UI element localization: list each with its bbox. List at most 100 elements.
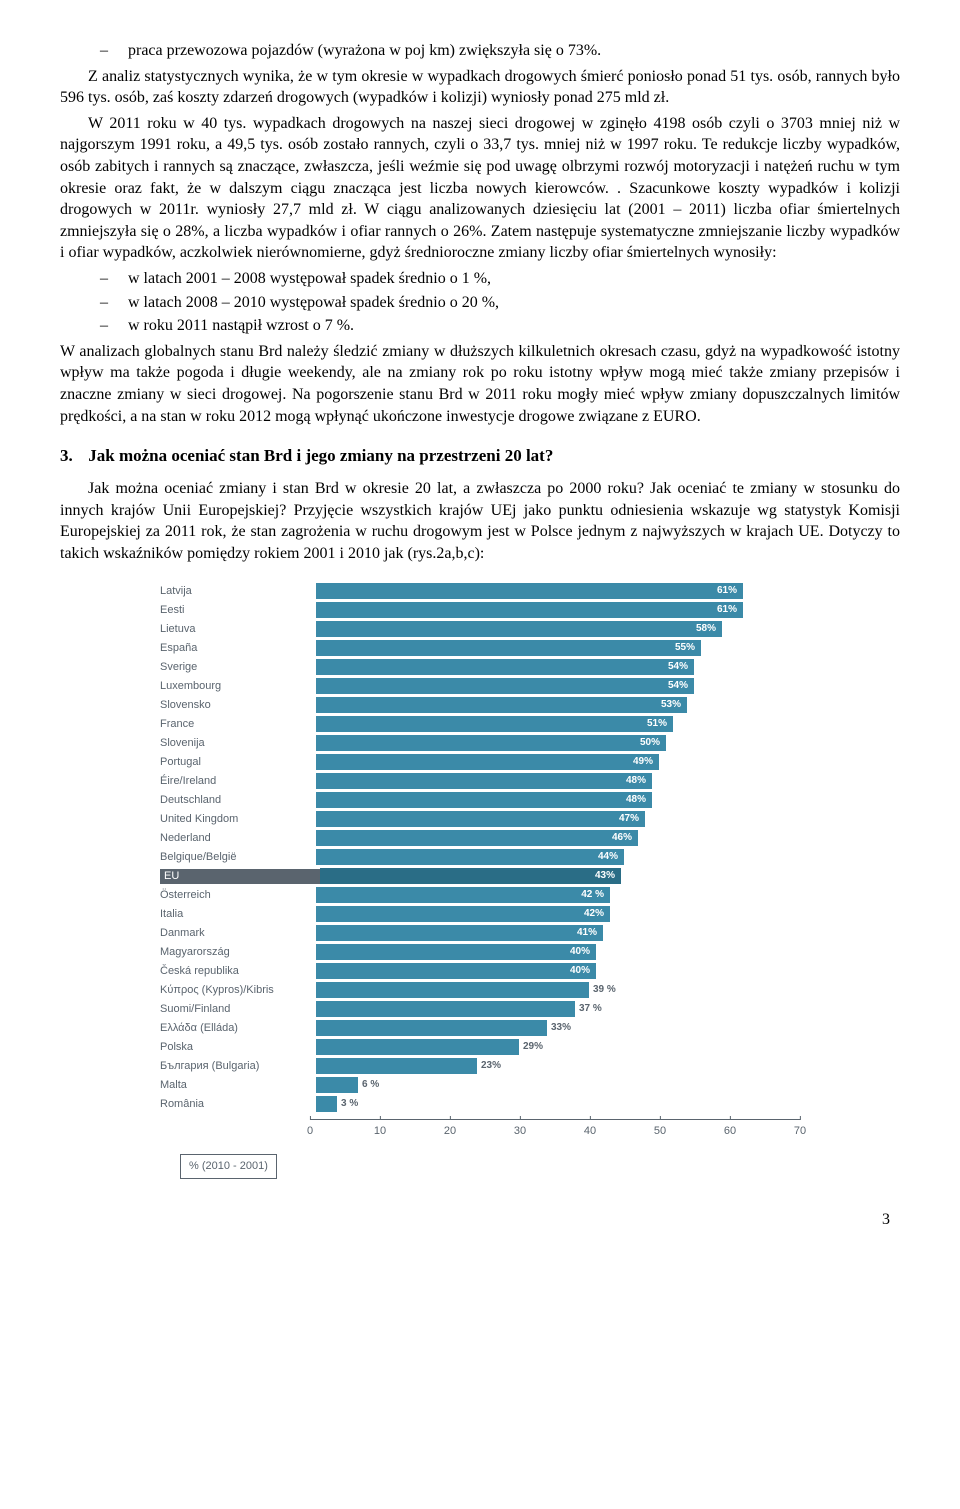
chart-row: Ελλάδα (Elláda)33%	[160, 1019, 800, 1037]
chart-bar: 54%	[316, 659, 694, 675]
chart-row-label: Éire/Ireland	[160, 774, 316, 789]
chart-tick: 60	[724, 1124, 736, 1139]
chart-bar-area: 23%	[316, 1058, 800, 1074]
paragraph-4: Jak można oceniać zmiany i stan Brd w ok…	[60, 478, 900, 564]
chart-row-label: Magyarország	[160, 945, 316, 960]
bullet-item: – praca przewozowa pojazdów (wyrażona w …	[60, 40, 900, 62]
chart-row: Lietuva58%	[160, 620, 800, 638]
chart-bar-value: 6 %	[358, 1078, 379, 1092]
chart-row-label: Belgique/België	[160, 850, 316, 865]
paragraph-1: Z analiz statystycznych wynika, że w tym…	[60, 66, 900, 109]
chart-bar-area: 49%	[316, 754, 800, 770]
chart-row: Portugal 49%	[160, 753, 800, 771]
chart-row: Italia42%	[160, 905, 800, 923]
chart-row-label: Κύπρος (Kypros)/Kibris	[160, 983, 316, 998]
chart-bar-area: 58%	[316, 621, 800, 637]
chart-row: España55%	[160, 639, 800, 657]
chart-bar-area: 61%	[316, 583, 800, 599]
chart-bar: 42%	[316, 906, 610, 922]
chart-row-label: България (Bulgaria)	[160, 1059, 316, 1074]
chart-bar-value: 3 %	[337, 1097, 358, 1111]
chart-bar-area: 42 %	[316, 887, 800, 903]
chart-row: Magyarország40%	[160, 943, 800, 961]
chart-bar: 41%	[316, 925, 603, 941]
bullet-item: – w roku 2011 nastąpił wzrost o 7 %.	[60, 315, 900, 337]
bullet-list-mid: – w latach 2001 – 2008 występował spadek…	[60, 268, 900, 337]
chart-bar: 42 %	[316, 887, 610, 903]
chart-bar-value: 54%	[668, 679, 688, 693]
chart-bar: 43%	[320, 868, 621, 884]
chart-row: Česká republika40%	[160, 962, 800, 980]
chart-bar: 58%	[316, 621, 722, 637]
chart-row-label: Portugal	[160, 755, 316, 770]
chart-bar-value: 42 %	[581, 888, 604, 902]
bullet-dash: –	[60, 268, 128, 290]
chart-row-label: Eesti	[160, 603, 316, 618]
chart-bar: 47%	[316, 811, 645, 827]
chart-bar: 6 %	[316, 1077, 358, 1093]
chart-tick: 20	[444, 1124, 456, 1139]
chart-row: Belgique/België44%	[160, 848, 800, 866]
chart-bar-area: 3 %	[316, 1096, 800, 1112]
bullet-dash: –	[60, 40, 128, 62]
chart-bar: 33%	[316, 1020, 547, 1036]
chart-bar: 44%	[316, 849, 624, 865]
chart-row-label: España	[160, 641, 316, 656]
chart-row-label: Nederland	[160, 831, 316, 846]
bullet-dash: –	[60, 315, 128, 337]
chart-bar: 48%	[316, 773, 652, 789]
chart-bar: 40%	[316, 963, 596, 979]
chart-bar-area: 46%	[316, 830, 800, 846]
chart-row: Slovensko53%	[160, 696, 800, 714]
chart-bar-value: 37 %	[575, 1002, 602, 1016]
chart-bar-area: 6 %	[316, 1077, 800, 1093]
section-heading-3: 3. Jak można oceniać stan Brd i jego zmi…	[60, 445, 900, 468]
chart-row-label: Österreich	[160, 888, 316, 903]
chart-row: Malta6 %	[160, 1076, 800, 1094]
chart-bar-area: 53%	[316, 697, 800, 713]
chart-bar: 3 %	[316, 1096, 337, 1112]
chart-bar-value: 49%	[633, 755, 653, 769]
chart-row-label: Ελλάδα (Elláda)	[160, 1021, 316, 1036]
chart-bar-area: 44%	[316, 849, 800, 865]
bullet-item: – w latach 2008 – 2010 występował spadek…	[60, 292, 900, 314]
chart-bar: 54%	[316, 678, 694, 694]
chart-bar-value: 50%	[640, 736, 660, 750]
chart-row: Suomi/Finland37 %	[160, 1000, 800, 1018]
chart-bar-value: 47%	[619, 812, 639, 826]
chart-bar-value: 43%	[595, 869, 615, 883]
chart-bar-area: 61%	[316, 602, 800, 618]
chart-bar-value: 39 %	[589, 983, 616, 997]
chart-bar: 40%	[316, 944, 596, 960]
chart-bar: 23%	[316, 1058, 477, 1074]
chart-bar-area: 55%	[316, 640, 800, 656]
chart-row: Nederland46%	[160, 829, 800, 847]
chart-row: Polska29%	[160, 1038, 800, 1056]
chart-row-label: România	[160, 1097, 316, 1112]
bullet-text: praca przewozowa pojazdów (wyrażona w po…	[128, 40, 900, 62]
bullet-list-top: – praca przewozowa pojazdów (wyrażona w …	[60, 40, 900, 62]
chart-row: EU43%	[160, 867, 800, 885]
chart-row: Κύπρος (Kypros)/Kibris39 %	[160, 981, 800, 999]
chart-bar-value: 53%	[661, 698, 681, 712]
chart-bar-area: 29%	[316, 1039, 800, 1055]
chart-bar: 53%	[316, 697, 687, 713]
bullet-text: w latach 2001 – 2008 występował spadek ś…	[128, 268, 900, 290]
chart-bar: 39 %	[316, 982, 589, 998]
chart-bar-area: 54%	[316, 678, 800, 694]
chart-bar-area: 41%	[316, 925, 800, 941]
chart-bar-area: 40%	[316, 963, 800, 979]
chart-row: Österreich 42 %	[160, 886, 800, 904]
chart-bar-area: 40%	[316, 944, 800, 960]
chart-row: Eesti61%	[160, 601, 800, 619]
chart-bar: 37 %	[316, 1001, 575, 1017]
chart-bar-value: 33%	[547, 1021, 571, 1035]
chart-row-label: Slovenija	[160, 736, 316, 751]
chart-bar-value: 40%	[570, 964, 590, 978]
chart-bar-area: 50%	[316, 735, 800, 751]
section-number: 3.	[60, 445, 84, 468]
chart-bar: 51%	[316, 716, 673, 732]
chart-row: România3 %	[160, 1095, 800, 1113]
chart-bar-value: 48%	[626, 774, 646, 788]
chart-bar: 29%	[316, 1039, 519, 1055]
